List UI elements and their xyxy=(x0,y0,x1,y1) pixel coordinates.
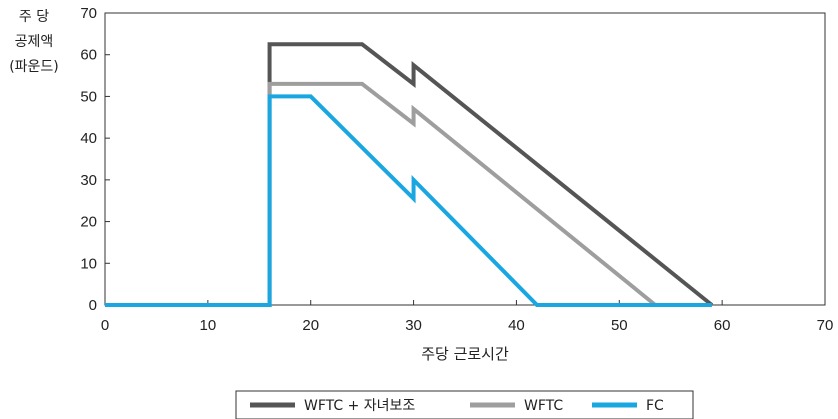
series-line-wftc-child xyxy=(105,42,714,307)
x-tick-label: 50 xyxy=(611,317,628,334)
x-tick-label: 10 xyxy=(200,317,217,334)
x-tick-label: 40 xyxy=(508,317,525,334)
y-axis-label-line-2: 공제액 xyxy=(15,34,54,50)
y-tick-label: 0 xyxy=(89,297,97,314)
series-line-fc xyxy=(105,94,712,307)
legend-label-fc: FC xyxy=(646,398,664,414)
x-axis-label: 주당 근로시간 xyxy=(421,345,509,363)
legend-label-wftc-child: WFTC + 자녀보조 xyxy=(304,398,415,414)
y-tick-label: 60 xyxy=(80,47,97,64)
y-tick-label: 30 xyxy=(80,172,97,189)
legend-label-wftc: WFTC xyxy=(524,398,563,414)
y-tick-label: 10 xyxy=(80,255,97,272)
y-tick-label: 20 xyxy=(80,214,97,231)
y-axis-label-line-3: (파운드) xyxy=(9,59,59,75)
x-tick-label: 70 xyxy=(817,317,834,334)
x-tick-label: 60 xyxy=(714,317,731,334)
y-tick-label: 50 xyxy=(80,88,97,105)
plot-frame xyxy=(104,12,826,306)
x-tick-label: 0 xyxy=(101,317,109,334)
legend: WFTC + 자녀보조 WFTC FC xyxy=(235,390,694,419)
x-tick-label: 30 xyxy=(405,317,422,334)
y-axis: 0 10 20 30 40 50 60 70 xyxy=(80,5,110,314)
y-axis-label-line-1: 주 당 xyxy=(19,9,49,25)
x-tick-label: 20 xyxy=(302,317,319,334)
y-tick-label: 70 xyxy=(80,5,97,22)
series-layer xyxy=(105,42,714,307)
y-tick-label: 40 xyxy=(80,130,97,147)
x-axis: 0 10 20 30 40 50 60 70 xyxy=(101,300,834,334)
